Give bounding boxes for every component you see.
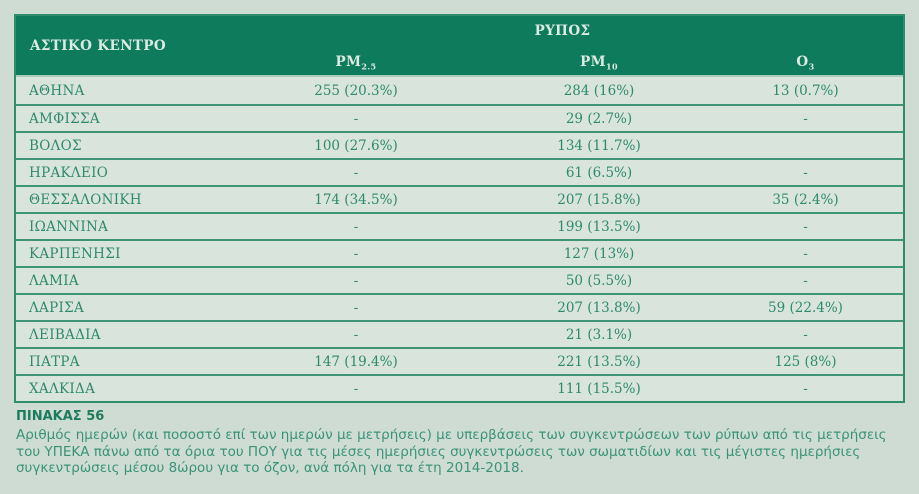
table-row: ΛΕΙΒΑΔΙΑ - 21 (3.1%) - [16,320,903,347]
table-caption: ΠΙΝΑΚΑΣ 56 Αριθμός ημερών (και ποσοστό ε… [16,409,904,477]
pm25-value: 174 (34.5%) [314,191,398,208]
caption-body: Αριθμός ημερών (και ποσοστό επί των ημερ… [16,427,887,476]
o3-value: - [803,110,808,127]
pm10-value: 61 (6.5%) [565,164,633,181]
pollutant-subscript: 3 [808,61,815,72]
pollutant-symbol: PM [335,54,362,70]
table-row: ΛΑΜΙΑ - 50 (5.5%) - [16,266,903,293]
o3-value: - [803,326,808,343]
pm10-value: 207 (15.8%) [557,191,641,208]
o3-value: 59 (22.4%) [768,299,843,316]
pm25-value: 100 (27.6%) [314,137,398,154]
table-row: ΙΩΑΝΝΙΝΑ - 199 (13.5%) - [16,212,903,239]
o3-value: - [803,380,808,397]
column-group-label-pollutant: ΡΥΠΟΣ [534,23,591,39]
pollutant-header-group: ΡΥΠΟΣ PM2.5 PM10 O3 [222,16,903,75]
pm25-value: - [353,218,359,235]
table-row: ΚΑΡΠΕΝΗΣΙ - 127 (13%) - [16,239,903,266]
column-header-pm25: PM2.5 [222,54,490,72]
city-name: ΙΩΑΝΝΙΝΑ [29,218,109,235]
column-header-city: ΑΣΤΙΚΟ ΚΕΝΤΡΟ [30,37,167,54]
table-row: ΠΑΤΡΑ 147 (19.4%) 221 (13.5%) 125 (8%) [16,347,903,374]
table-body: ΑΘΗΝΑ 255 (20.3%) 284 (16%) 13 (0.7%) ΑΜΦΙΣΣ… [16,75,903,401]
pm10-value: 134 (11.7%) [557,137,641,154]
table-header: ΑΣΤΙΚΟ ΚΕΝΤΡΟ ΡΥΠΟΣ PM2.5 PM10 O3 [16,16,903,75]
table-row: ΘΕΣΣΑΛΟΝΙΚΗ 174 (34.5%) 207 (15.8%) 35 (2.4… [16,185,903,212]
pm10-value: 199 (13.5%) [557,218,641,235]
pm25-value: - [353,299,359,316]
o3-value: 35 (2.4%) [772,191,839,208]
pollutant-subscript: 2.5 [361,61,377,72]
pollutant-symbol: O [796,54,809,70]
city-name: ΠΑΤΡΑ [29,353,80,370]
pm10-value: 21 (3.1%) [565,326,633,343]
table-row: ΧΑΛΚΙΔΑ - 111 (15.5%) - [16,374,903,401]
pm10-value: 111 (15.5%) [557,380,641,397]
o3-value: 125 (8%) [774,353,837,370]
o3-value: 13 (0.7%) [772,82,839,99]
o3-value: - [803,245,808,262]
pollutant-column-headers: PM2.5 PM10 O3 [222,54,903,72]
o3-value: - [803,272,808,289]
pm10-value: 207 (13.8%) [557,299,641,316]
pm25-value: - [353,272,359,289]
pm10-value: 29 (2.7%) [565,110,633,127]
city-name: ΛΑΜΙΑ [29,272,79,289]
pm25-value: - [353,326,359,343]
table-row: ΒΟΛΟΣ 100 (27.6%) 134 (11.7%) [16,131,903,158]
city-name: ΘΕΣΣΑΛΟΝΙΚΗ [29,191,142,208]
pm10-value: 284 (16%) [563,82,635,99]
table-row: ΑΜΦΙΣΣΑ - 29 (2.7%) - [16,104,903,131]
city-name: ΑΜΦΙΣΣΑ [29,110,100,127]
pm25-value: - [353,380,359,397]
caption-title: ΠΙΝΑΚΑΣ 56 [16,409,105,424]
table-row: ΗΡΑΚΛΕΙΟ - 61 (6.5%) - [16,158,903,185]
pm25-value: - [353,245,359,262]
city-name: ΗΡΑΚΛΕΙΟ [29,164,109,181]
pm25-value: - [353,164,359,181]
table-row: ΑΘΗΝΑ 255 (20.3%) 284 (16%) 13 (0.7%) [16,77,903,104]
city-name: ΒΟΛΟΣ [29,137,82,154]
o3-value: - [803,164,808,181]
table-row: ΛΑΡΙΣΑ - 207 (13.8%) 59 (22.4%) [16,293,903,320]
pm10-value: 221 (13.5%) [557,353,641,370]
o3-value: - [803,218,808,235]
city-name: ΛΑΡΙΣΑ [29,299,85,316]
pm25-value: - [353,110,359,127]
pm10-value: 50 (5.5%) [565,272,633,289]
column-header-o3: O3 [708,54,903,72]
pollutant-symbol: PM [580,54,606,70]
city-name: ΧΑΛΚΙΔΑ [29,380,96,397]
pm25-value: 147 (19.4%) [314,353,398,370]
column-header-pm10: PM10 [490,54,708,72]
city-name: ΑΘΗΝΑ [29,82,85,99]
city-name: ΚΑΡΠΕΝΗΣΙ [29,245,121,262]
city-name: ΛΕΙΒΑΔΙΑ [29,326,101,343]
pollutant-subscript: 10 [605,61,618,72]
pm25-value: 255 (20.3%) [314,82,398,99]
pollution-exceedance-table: ΑΣΤΙΚΟ ΚΕΝΤΡΟ ΡΥΠΟΣ PM2.5 PM10 O3 ΑΘΗΝΑ 255… [14,14,905,403]
pm10-value: 127 (13%) [563,245,635,262]
